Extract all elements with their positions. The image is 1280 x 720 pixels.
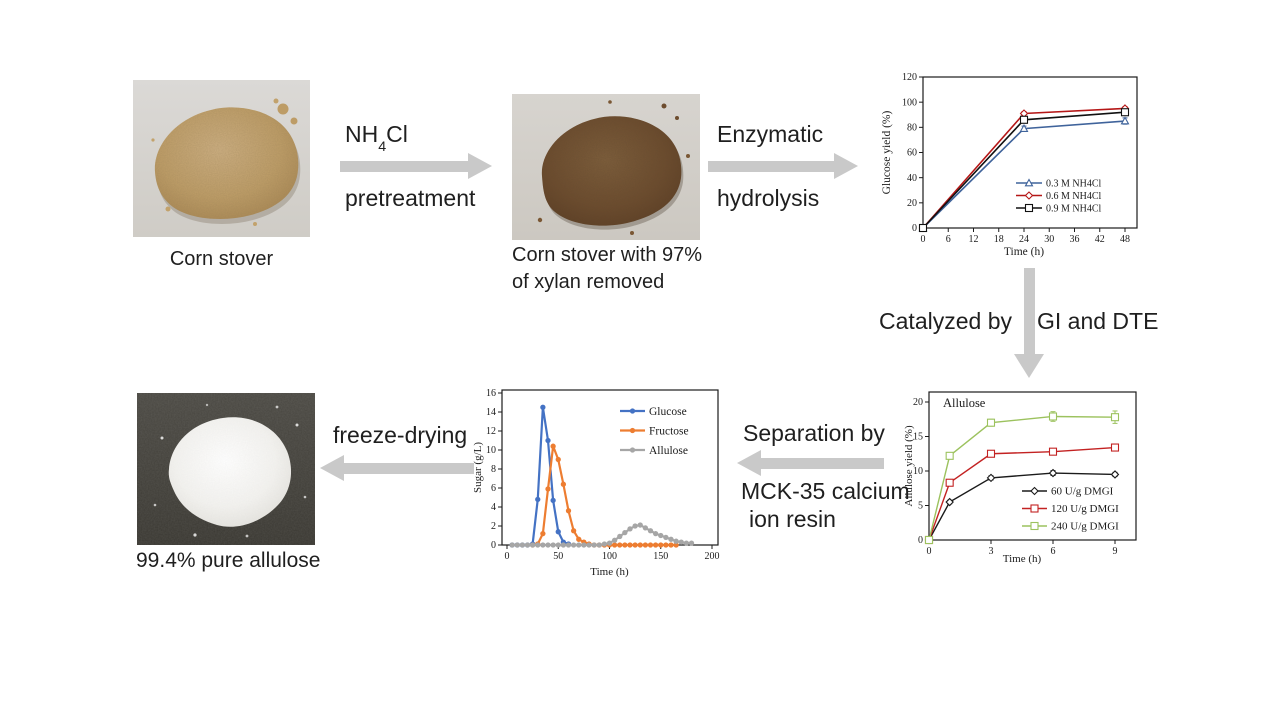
corn-stover-photo bbox=[133, 80, 310, 237]
svg-text:80: 80 bbox=[907, 123, 917, 134]
pretreated-caption-line1: Corn stover with 97% bbox=[512, 244, 703, 266]
svg-text:120 U/g DMGI: 120 U/g DMGI bbox=[1051, 503, 1119, 515]
svg-text:0.3 M NH4Cl: 0.3 M NH4Cl bbox=[1046, 178, 1102, 189]
svg-text:8: 8 bbox=[491, 464, 496, 475]
svg-text:0: 0 bbox=[491, 540, 496, 551]
svg-text:100: 100 bbox=[902, 97, 917, 108]
allulose-powder-photo bbox=[137, 393, 315, 545]
svg-text:12: 12 bbox=[969, 234, 979, 245]
svg-text:9: 9 bbox=[1113, 546, 1118, 557]
hydrolysis-label: hydrolysis bbox=[717, 185, 820, 211]
allulose-caption: 99.4% pure allulose bbox=[136, 549, 321, 572]
hydrolysis-arrow-icon bbox=[708, 153, 858, 179]
y-axis-label: Sugar (g/L) bbox=[472, 442, 484, 493]
pretreatment-arrow-icon bbox=[340, 153, 492, 179]
svg-text:60 U/g DMGI: 60 U/g DMGI bbox=[1051, 486, 1114, 498]
allulose-yield-chart: 0 3 6 9 0 5 10 15 20 Time (h) Allulose yield (%) Al… bbox=[903, 391, 1137, 565]
chart-legend: Glucose Fructose Allulose bbox=[620, 406, 689, 457]
catalyzed-by-label: Catalyzed by bbox=[879, 308, 1012, 334]
mck-resin-label-line1: MCK-35 calcium bbox=[741, 478, 910, 504]
svg-text:150: 150 bbox=[653, 551, 668, 562]
svg-text:40: 40 bbox=[907, 173, 917, 184]
enzymatic-label: Enzymatic bbox=[717, 121, 824, 147]
svg-text:14: 14 bbox=[486, 407, 496, 418]
sugar-separation-chart: 0 50 100 150 200 0 2 4 6 8 10 12 14 16 Time (h) Sugar (… bbox=[472, 388, 720, 578]
svg-text:30: 30 bbox=[1044, 234, 1054, 245]
pretreated-corn-stover-photo bbox=[512, 94, 700, 240]
corn-stover-caption: Corn stover bbox=[169, 248, 274, 270]
plot-border bbox=[928, 391, 1137, 541]
separation-by-label: Separation by bbox=[743, 420, 885, 446]
series-240-u-g-dmgi bbox=[924, 410, 1120, 545]
svg-text:20: 20 bbox=[913, 397, 923, 408]
x-axis-label: Time (h) bbox=[590, 566, 629, 578]
svg-text:100: 100 bbox=[602, 551, 617, 562]
svg-text:0: 0 bbox=[912, 223, 917, 234]
svg-text:6: 6 bbox=[1051, 546, 1056, 557]
svg-text:6: 6 bbox=[491, 483, 496, 494]
chart-legend: 60 U/g DMGI 120 U/g DMGI 240 U/g DMGI bbox=[1022, 486, 1119, 533]
svg-text:2: 2 bbox=[491, 521, 496, 532]
y-axis-label: Allulose yield (%) bbox=[903, 425, 915, 507]
svg-text:Fructose: Fructose bbox=[649, 425, 689, 437]
svg-text:0.6 M NH4Cl: 0.6 M NH4Cl bbox=[1046, 191, 1102, 202]
svg-text:18: 18 bbox=[994, 234, 1004, 245]
svg-text:10: 10 bbox=[913, 466, 923, 477]
svg-text:12: 12 bbox=[486, 426, 496, 437]
svg-text:60: 60 bbox=[907, 148, 917, 159]
glucose-yield-chart: 0 6 12 18 24 30 36 42 48 0 20 40 60 80 100 120 Time (h) G… bbox=[881, 72, 1138, 258]
gi-dte-label: GI and DTE bbox=[1037, 308, 1159, 334]
svg-text:120: 120 bbox=[902, 72, 917, 83]
svg-text:3: 3 bbox=[989, 546, 994, 557]
svg-text:10: 10 bbox=[486, 445, 496, 456]
svg-text:0: 0 bbox=[921, 234, 926, 245]
x-axis-label: Time (h) bbox=[1004, 246, 1044, 258]
svg-text:240 U/g DMGI: 240 U/g DMGI bbox=[1051, 521, 1119, 533]
svg-text:200: 200 bbox=[705, 551, 720, 562]
series-0-9-m-nh4cl bbox=[918, 108, 1130, 233]
svg-text:Allulose: Allulose bbox=[649, 445, 688, 457]
catalysis-arrow-icon bbox=[1014, 268, 1044, 378]
svg-text:16: 16 bbox=[486, 388, 496, 399]
svg-text:24: 24 bbox=[1019, 234, 1029, 245]
separation-arrow-icon bbox=[737, 450, 884, 476]
freeze-drying-arrow-icon bbox=[320, 455, 474, 481]
svg-text:42: 42 bbox=[1095, 234, 1105, 245]
svg-text:Glucose: Glucose bbox=[649, 406, 687, 418]
svg-text:4: 4 bbox=[491, 502, 496, 513]
nh4cl-label: NH4Cl bbox=[345, 121, 408, 156]
svg-text:0: 0 bbox=[505, 551, 510, 562]
svg-text:48: 48 bbox=[1120, 234, 1130, 245]
svg-text:20: 20 bbox=[907, 198, 917, 209]
pretreated-caption-line2: of xylan removed bbox=[512, 271, 665, 293]
series-allulose bbox=[509, 522, 695, 548]
y-axis-label: Glucose yield (%) bbox=[881, 110, 893, 194]
chart-inner-title: Allulose bbox=[943, 396, 986, 410]
svg-text:0: 0 bbox=[927, 546, 932, 557]
svg-text:50: 50 bbox=[553, 551, 563, 562]
pretreatment-label: pretreatment bbox=[345, 185, 476, 211]
mck-resin-label-line2: ion resin bbox=[749, 506, 836, 532]
freeze-drying-label: freeze-drying bbox=[333, 422, 468, 448]
svg-text:36: 36 bbox=[1070, 234, 1080, 245]
svg-text:15: 15 bbox=[913, 432, 923, 443]
svg-text:0.9 M NH4Cl: 0.9 M NH4Cl bbox=[1046, 203, 1102, 214]
x-axis-label: Time (h) bbox=[1003, 553, 1042, 565]
svg-text:5: 5 bbox=[918, 501, 923, 512]
svg-text:6: 6 bbox=[946, 234, 951, 245]
svg-text:0: 0 bbox=[918, 535, 923, 546]
